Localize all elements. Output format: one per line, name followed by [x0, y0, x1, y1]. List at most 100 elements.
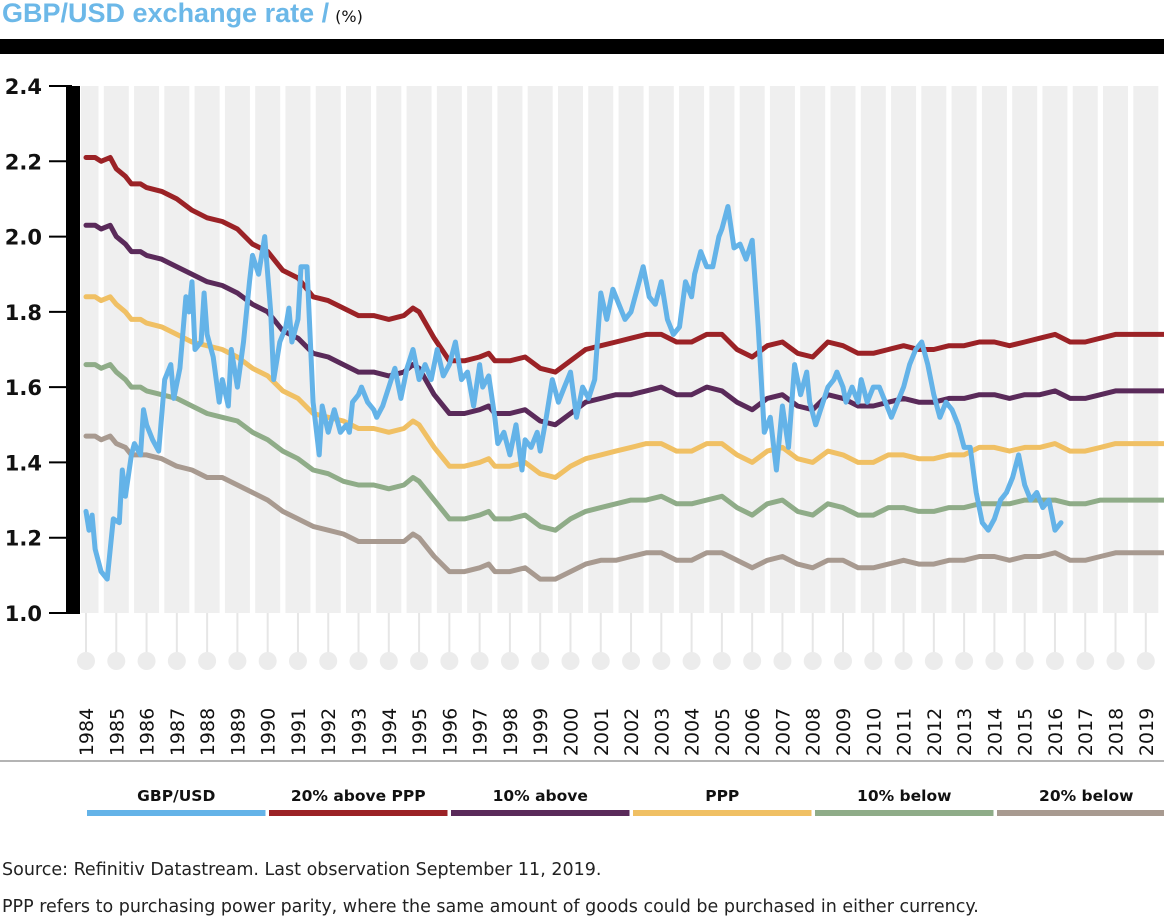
- x-tick-dot: [379, 652, 398, 670]
- x-tick-dot: [682, 652, 701, 670]
- x-tick-label: 2017: [1075, 708, 1097, 756]
- x-tick-label: 1991: [288, 708, 310, 756]
- x-tick-label: 1997: [470, 708, 492, 756]
- year-bands: [81, 86, 1159, 613]
- x-tick-dot: [531, 652, 550, 670]
- x-tick-label: 2011: [894, 708, 916, 756]
- series-line-20-below: [83, 433, 1164, 582]
- x-tick-label: 2008: [803, 708, 825, 756]
- year-band: [648, 86, 674, 613]
- year-band: [709, 86, 735, 613]
- year-band: [679, 86, 705, 613]
- x-tick-label: 2003: [651, 708, 673, 756]
- ppp-note: PPP refers to purchasing power parity, w…: [2, 897, 979, 917]
- x-tick-label: 2007: [772, 708, 794, 756]
- x-tick-label: 2013: [954, 708, 976, 756]
- x-tick-dot: [228, 652, 247, 670]
- year-band: [618, 86, 644, 613]
- x-tick-dot: [349, 652, 368, 670]
- y-tick-label: 1.4: [5, 451, 42, 475]
- year-band: [346, 86, 372, 613]
- year-band: [467, 86, 493, 613]
- x-tick-label: 1992: [318, 708, 340, 756]
- x-tick-label: 2006: [742, 708, 764, 756]
- x-tick-label: 1993: [349, 708, 371, 756]
- x-tick-dot: [410, 652, 429, 670]
- x-tick-dot: [712, 652, 731, 670]
- x-tick-dot: [137, 652, 156, 670]
- chart-title: GBP/USD exchange rate / (%): [2, 0, 363, 29]
- x-tick-label: 1994: [379, 708, 401, 756]
- x-tick-label: 1984: [76, 708, 98, 756]
- year-band: [164, 86, 190, 613]
- x-tick-dot: [591, 652, 610, 670]
- year-band: [134, 86, 160, 613]
- series-line-20-above-ppp: [83, 155, 1164, 375]
- x-tick-dot: [1076, 652, 1095, 670]
- legend-label: 10% above: [493, 787, 588, 805]
- x-tick-dot: [985, 652, 1004, 670]
- legend-swatch: [269, 810, 448, 816]
- year-band: [1133, 86, 1159, 613]
- series-line-10-below: [83, 362, 1164, 533]
- x-tick-label: 1985: [106, 708, 128, 756]
- series-line-ppp: [83, 294, 1164, 480]
- x-tick-dot: [77, 652, 95, 670]
- year-band: [1072, 86, 1098, 613]
- x-tick-dot: [864, 652, 883, 670]
- x-tick-dot: [500, 652, 519, 670]
- y-axis: 1.0 1.2 1.4 1.6 1.8 2.0 2.2 2.4: [5, 75, 80, 626]
- y-tick-label: 1.6: [5, 376, 42, 400]
- x-tick-dot: [894, 652, 913, 670]
- title-unit: (%): [335, 7, 363, 26]
- x-tick-dot: [743, 652, 762, 670]
- x-tick-label: 1990: [258, 708, 280, 756]
- x-tick-dot: [803, 652, 822, 670]
- x-tick-label: 1986: [137, 708, 159, 756]
- x-tick-dot: [470, 652, 489, 670]
- legend-swatch: [633, 810, 812, 816]
- x-tick-label: 1999: [530, 708, 552, 756]
- x-tick-label: 2010: [863, 708, 885, 756]
- legend-swatch: [451, 810, 630, 816]
- year-band: [527, 86, 553, 613]
- x-tick-dot: [773, 652, 792, 670]
- x-tick-label: 2019: [1136, 708, 1158, 756]
- legend-label: 20% below: [1039, 787, 1133, 805]
- y-axis-bar: [66, 86, 80, 614]
- legend: GBP/USD 20% above PPP 10% above PPP 10% belo…: [0, 760, 1164, 816]
- source-note: Source: Refinitiv Datastream. Last obser…: [2, 860, 602, 880]
- y-tick-label: 1.0: [5, 602, 42, 626]
- y-tick-label: 1.2: [5, 527, 42, 551]
- x-tick-dot: [107, 652, 126, 670]
- x-tick-label: 2015: [1015, 708, 1037, 756]
- x-tick-dot: [834, 652, 852, 670]
- year-band: [224, 86, 250, 613]
- x-tick-label: 1998: [500, 708, 522, 756]
- year-band: [315, 86, 341, 613]
- year-band: [255, 86, 281, 613]
- x-tick-dot: [319, 652, 338, 670]
- legend-label: GBP/USD: [137, 787, 215, 805]
- y-tick-label: 2.0: [5, 226, 42, 250]
- year-band: [1103, 86, 1129, 613]
- x-tick-dot: [1136, 652, 1155, 670]
- x-tick-label: 1987: [167, 708, 189, 756]
- x-tick-dot: [258, 652, 277, 670]
- year-band: [981, 86, 1007, 613]
- x-tick-label: 1995: [409, 708, 431, 756]
- year-band: [1012, 86, 1038, 613]
- y-tick-label: 2.4: [5, 75, 42, 99]
- x-tick-label: 1989: [227, 708, 249, 756]
- legend-swatch: [87, 810, 266, 816]
- x-tick-label: 2004: [682, 708, 704, 756]
- year-band: [376, 86, 402, 613]
- year-band: [497, 86, 523, 613]
- y-tick-label: 1.8: [5, 301, 42, 325]
- title-text: GBP/USD exchange rate /: [2, 0, 330, 28]
- legend-swatch: [997, 810, 1164, 816]
- x-tick-label: 2001: [591, 708, 613, 756]
- year-band: [557, 86, 583, 613]
- x-tick-label: 2018: [1106, 708, 1128, 756]
